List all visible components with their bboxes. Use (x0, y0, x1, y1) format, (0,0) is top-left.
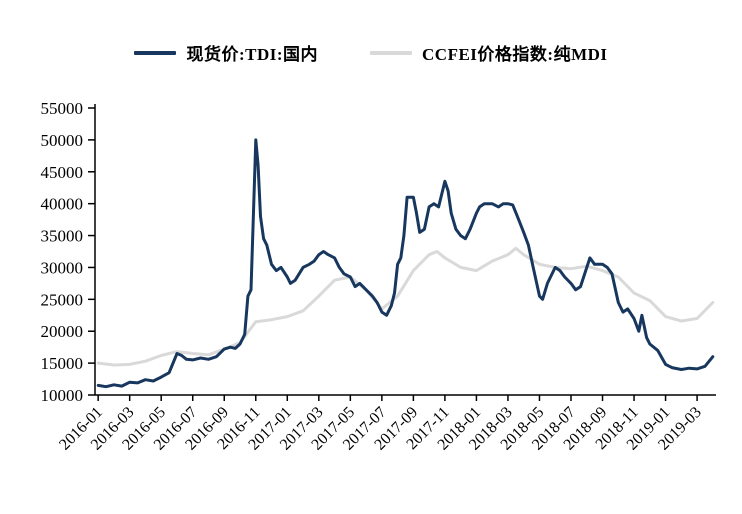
y-tick-label: 30000 (41, 258, 84, 277)
series-line-现货价:TDI:国内 (96, 138, 715, 389)
y-tick-label: 20000 (41, 322, 84, 341)
legend-swatch-mdi (370, 50, 413, 55)
series-line-CCFEI价格指数:纯MDI (96, 246, 715, 367)
legend-item-tdi: 现货价:TDI:国内 (134, 40, 318, 65)
y-tick-label: 25000 (41, 290, 84, 309)
y-tick-label: 40000 (41, 195, 84, 214)
chart-svg: 10000 15000 20000 25000 30000 35000 40000 45000… (41, 99, 716, 454)
legend-label-tdi: 现货价:TDI:国内 (186, 45, 319, 64)
legend-item-mdi: CCFEI价格指数:纯MDI (370, 40, 608, 65)
legend: 现货价:TDI:国内 CCFEI价格指数:纯MDI (0, 40, 742, 65)
y-tick-label: 45000 (41, 163, 84, 182)
y-tick-label: 50000 (41, 131, 84, 150)
legend-swatch-tdi (134, 50, 177, 55)
y-tick-label: 55000 (41, 99, 84, 118)
y-tick-label: 15000 (41, 354, 84, 373)
y-tick-label: 35000 (41, 227, 84, 246)
y-tick-label: 10000 (41, 386, 84, 405)
legend-label-mdi: CCFEI价格指数:纯MDI (422, 45, 608, 64)
